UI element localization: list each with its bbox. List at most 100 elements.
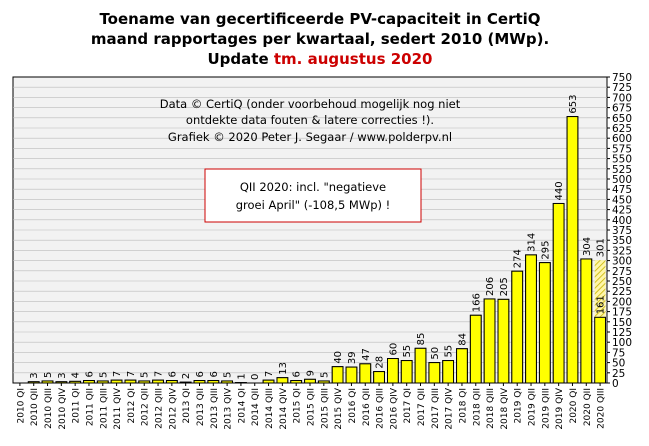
- value-label: 55: [402, 345, 413, 358]
- value-label: 2: [181, 373, 192, 379]
- x-tick-label: 2017 QIV: [445, 387, 455, 430]
- bar: [387, 359, 398, 383]
- value-label: 7: [112, 371, 123, 377]
- x-tick-label: 2011 QII: [85, 388, 95, 426]
- bar: [581, 259, 592, 383]
- callout-line-2: groei April" (-108,5 MWp) !: [236, 198, 391, 212]
- bar: [498, 299, 509, 383]
- bar: [332, 367, 343, 383]
- value-label: 7: [264, 371, 275, 377]
- x-tick-label: 2017 QIII: [431, 388, 441, 429]
- value-label: 295: [540, 241, 551, 260]
- y-tick-label: 725: [612, 82, 632, 94]
- annotation-line-3: Grafiek © 2020 Peter J. Segaar / www.pol…: [168, 130, 452, 144]
- value-label: 60: [388, 343, 399, 356]
- bar: [346, 367, 357, 383]
- y-tick-label: 350: [612, 235, 632, 247]
- x-tick-label: 2010 QI: [16, 388, 26, 424]
- x-tick-label: 2016 QIII: [376, 388, 386, 429]
- bar: [153, 380, 164, 383]
- x-tick-label: 2014 QII: [251, 388, 261, 426]
- value-label: 206: [485, 277, 496, 296]
- value-label: 5: [140, 372, 151, 378]
- value-label: 5: [319, 372, 330, 378]
- x-tick-label: 2017 QI: [403, 388, 413, 424]
- x-tick-label: 2012 QI: [127, 388, 137, 424]
- value-label: 40: [333, 351, 344, 364]
- y-tick-label: 475: [612, 184, 632, 196]
- bar: [457, 349, 468, 383]
- callout-border: [205, 169, 421, 222]
- bar: [318, 381, 329, 383]
- y-axis-ticks: 0255075100125150175200225250275300325350…: [607, 72, 632, 390]
- bar: [97, 381, 108, 383]
- title-update-word: Update: [208, 50, 269, 68]
- value-label: 4: [71, 372, 82, 378]
- bar: [28, 382, 39, 383]
- bar: [429, 363, 440, 383]
- value-label: 13: [278, 362, 289, 375]
- x-tick-label: 2013 QIV: [224, 387, 234, 430]
- bar: [208, 381, 219, 383]
- x-tick-label: 2015 QIV: [334, 387, 344, 430]
- value-label: 6: [167, 371, 178, 377]
- value-label: 6: [84, 371, 95, 377]
- bar: [567, 117, 578, 383]
- bar: [84, 381, 95, 383]
- value-label: 5: [98, 372, 109, 378]
- bar: [111, 380, 122, 383]
- bar: [194, 381, 205, 383]
- x-tick-label: 2010 QIII: [44, 388, 54, 429]
- bar: [291, 381, 302, 383]
- x-tick-label: 2010 QIV: [58, 387, 68, 430]
- bar: [277, 378, 288, 383]
- callout-box: QII 2020: incl. "negatieve groei April" …: [205, 169, 421, 222]
- bar: [595, 317, 606, 383]
- bar: [56, 382, 67, 383]
- bar: [415, 348, 426, 383]
- x-tick-label: 2019 QIV: [555, 387, 565, 430]
- value-label: 85: [416, 333, 427, 346]
- annotation-line-2: ontdekte data fouten & latere correcties…: [186, 113, 434, 127]
- value-label: 1: [236, 373, 247, 379]
- title-line-2: maand rapportages per kwartaal, sedert 2…: [91, 30, 549, 48]
- x-tick-label: 2011 QI: [72, 388, 82, 424]
- title-date-accent: tm. augustus 2020: [274, 50, 433, 68]
- x-tick-label: 2010 QII: [30, 388, 40, 426]
- value-label: 6: [195, 371, 206, 377]
- value-label: 166: [471, 293, 482, 312]
- bar: [305, 379, 316, 383]
- bar: [484, 299, 495, 383]
- x-tick-label: 2020 QI: [569, 388, 579, 424]
- value-label: 440: [554, 181, 565, 200]
- value-label: 274: [513, 249, 524, 268]
- chart-title: Toename van gecertificeerde PV-capacitei…: [91, 10, 549, 68]
- value-label: 55: [444, 345, 455, 358]
- value-label: 3: [29, 372, 40, 378]
- bar: [166, 381, 177, 383]
- value-label: 7: [126, 371, 137, 377]
- value-label: 5: [43, 372, 54, 378]
- value-label: 50: [430, 347, 441, 360]
- bar: [222, 381, 233, 383]
- value-label: 84: [457, 333, 468, 346]
- x-tick-label: 2014 QIII: [265, 388, 275, 429]
- value-label: 653: [568, 94, 579, 113]
- value-label: 9: [306, 370, 317, 376]
- x-tick-label: 2020 QIII: [597, 388, 607, 429]
- bar: [539, 263, 550, 383]
- bar: [526, 255, 537, 383]
- x-tick-label: 2014 QIV: [279, 387, 289, 430]
- bar: [470, 315, 481, 383]
- value-label: 39: [347, 351, 358, 364]
- x-tick-label: 2018 QII: [472, 388, 482, 426]
- x-tick-label: 2019 QII: [528, 388, 538, 426]
- x-tick-label: 2016 QII: [362, 388, 372, 426]
- value-label: 314: [527, 233, 538, 252]
- x-tick-label: 2013 QIII: [210, 388, 220, 429]
- x-tick-label: 2019 QIII: [541, 388, 551, 429]
- x-tick-label: 2015 QI: [293, 388, 303, 424]
